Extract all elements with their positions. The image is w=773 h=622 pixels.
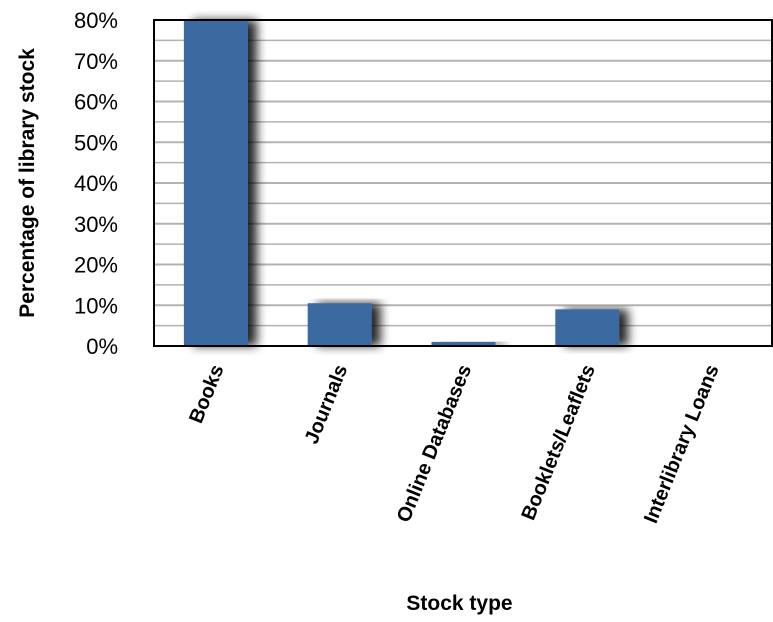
bar-journals — [307, 303, 372, 346]
x-tick-label: Online Databases — [393, 362, 476, 526]
y-tick-label: 0% — [86, 334, 118, 359]
bar-books — [183, 20, 248, 346]
bar-online-databases — [431, 341, 496, 346]
x-axis-labels: Books Journals Online Databases Booklets/Le… — [185, 362, 723, 527]
bar-booklets-leaflets — [555, 309, 620, 346]
y-tick-label: 20% — [74, 253, 118, 278]
y-tick-label: 50% — [74, 130, 118, 155]
x-tick-label: Books — [185, 362, 228, 427]
plot-area-frame — [153, 19, 773, 347]
y-tick-label: 40% — [74, 171, 118, 196]
gridlines — [154, 39, 773, 327]
y-tick-label: 80% — [74, 8, 118, 33]
y-axis-ticks: 0% 10% 20% 30% 40% 50% 60% 70% 80% — [74, 8, 118, 359]
y-axis-title: Percentage of library stock — [16, 48, 39, 318]
x-tick-label: Interlibrary Loans — [640, 362, 724, 527]
y-tick-label: 70% — [74, 49, 118, 74]
y-tick-label: 10% — [74, 293, 118, 318]
x-tick-label: Booklets/Leaflets — [517, 362, 599, 524]
x-axis-title: Stock type — [406, 592, 512, 615]
y-tick-label: 60% — [74, 90, 118, 115]
bars — [183, 20, 620, 346]
x-tick-label: Journals — [301, 362, 353, 448]
y-tick-label: 30% — [74, 212, 118, 237]
